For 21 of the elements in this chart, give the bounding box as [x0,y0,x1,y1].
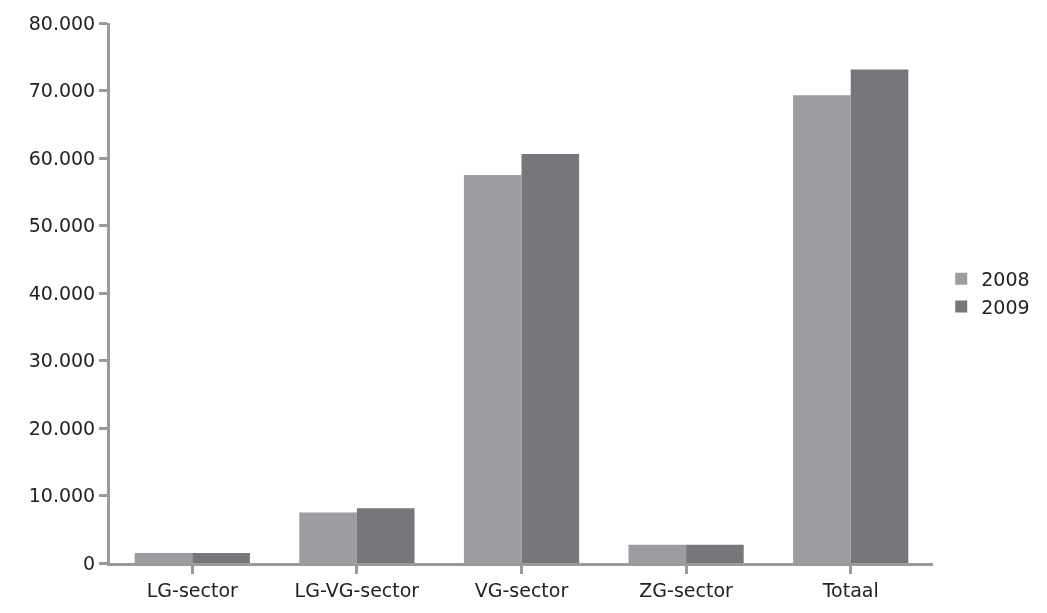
x-tick-label: LG-sector [146,578,239,601]
y-tick-label: 70.000 [28,79,96,102]
x-tick-label: ZG-sector [639,578,734,601]
x-tick-label: Totaal [821,578,879,601]
bar [521,153,580,563]
legend-label: 2008 [981,268,1030,291]
y-tick-label: 50.000 [28,214,96,237]
y-tick-label: 40.000 [28,281,96,304]
y-tick-label: 30.000 [28,349,96,372]
bar [356,508,415,563]
bar [192,552,250,563]
y-tick-label: 10.000 [28,484,96,507]
bar [850,69,909,563]
legend-label: 2009 [981,295,1030,318]
y-tick-label: 0 [83,551,96,574]
y-tick-label: 20.000 [28,416,96,439]
bar [686,544,744,563]
y-tick-label: 60.000 [28,146,96,169]
y-tick-label: 80.000 [28,11,96,34]
x-tick-label: LG-VG-sector [294,578,420,601]
x-tick-label: VG-sector [474,578,569,601]
